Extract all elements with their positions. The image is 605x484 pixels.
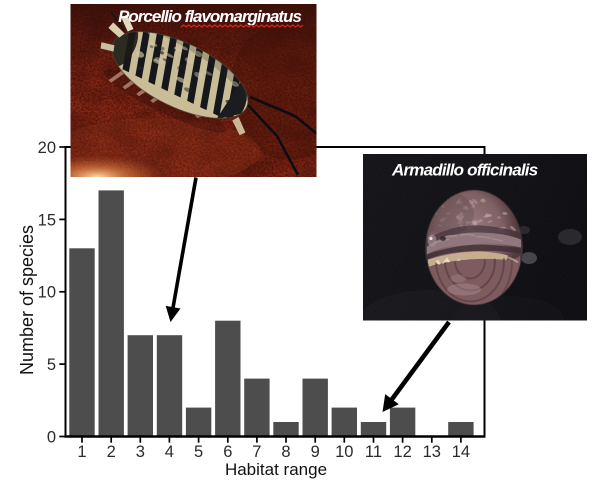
svg-text:7: 7: [252, 443, 261, 461]
svg-text:1: 1: [77, 443, 86, 461]
svg-text:6: 6: [223, 443, 232, 461]
svg-text:8: 8: [281, 443, 290, 461]
svg-text:0: 0: [47, 428, 56, 446]
svg-text:2: 2: [107, 443, 116, 461]
svg-text:4: 4: [165, 443, 174, 461]
svg-text:15: 15: [38, 211, 56, 229]
svg-text:10: 10: [38, 284, 56, 302]
svg-text:Porcellio flavomarginatus: Porcellio flavomarginatus: [118, 7, 301, 26]
svg-text:13: 13: [423, 443, 441, 461]
svg-text:5: 5: [47, 356, 56, 374]
svg-text:11: 11: [365, 443, 382, 461]
svg-text:12: 12: [393, 443, 411, 461]
svg-text:3: 3: [136, 443, 145, 461]
svg-text:Number of species: Number of species: [17, 225, 37, 375]
svg-text:20: 20: [38, 139, 56, 157]
svg-text:14: 14: [452, 443, 470, 461]
svg-text:Habitat range: Habitat range: [225, 460, 327, 479]
svg-text:10: 10: [335, 443, 353, 461]
svg-text:Armadillo officinalis: Armadillo officinalis: [391, 161, 538, 180]
svg-text:5: 5: [194, 443, 203, 461]
svg-text:9: 9: [311, 443, 320, 461]
